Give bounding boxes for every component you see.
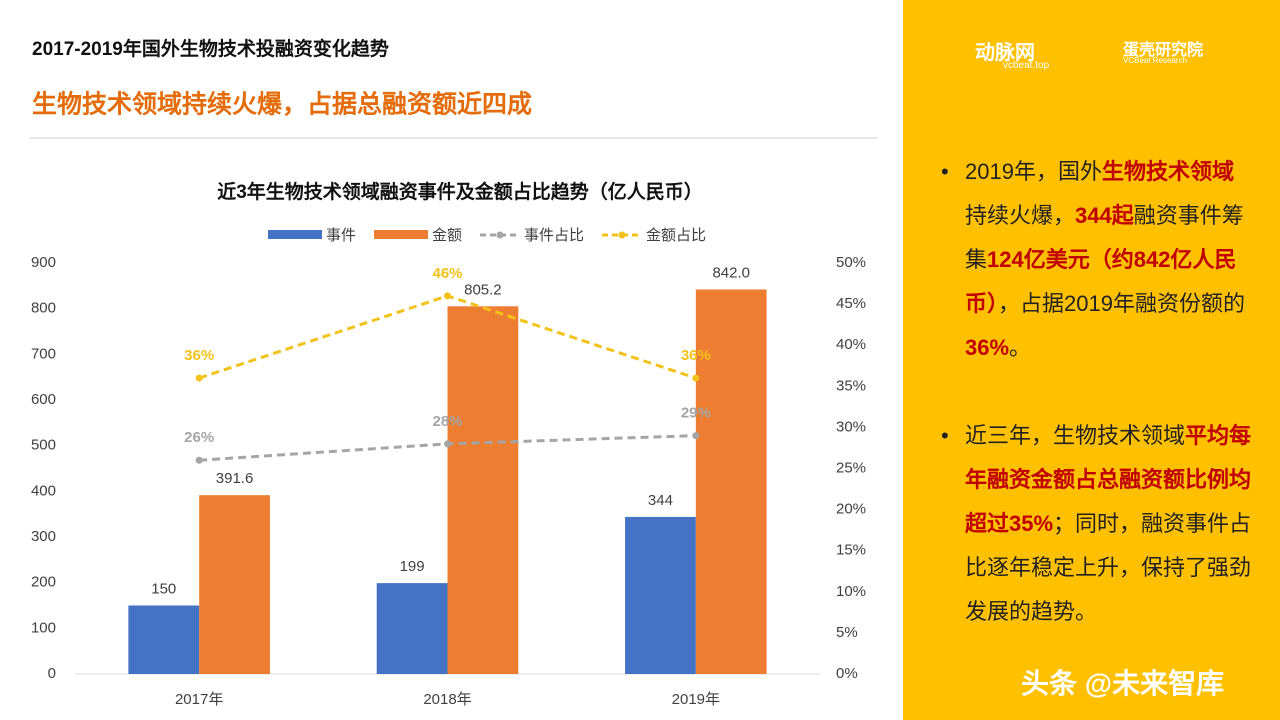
chart-title: 近3年生物技术领域融资事件及金额占比趋势（亿人民币） <box>217 180 703 203</box>
bullet-text: 生物技术领域 <box>1101 159 1234 184</box>
y2-tick-label: 0% <box>836 665 858 682</box>
slide-subtitle: 生物技术领域持续火爆，占据总融资额近四成 <box>32 90 532 119</box>
bullet-text: 持续火爆， <box>965 203 1076 228</box>
y2-tick-label: 50% <box>836 254 866 271</box>
y-tick-label: 800 <box>31 300 56 317</box>
data-label: 344 <box>648 492 673 509</box>
legend-label: 金额 <box>432 227 462 244</box>
legend-label: 金额占比 <box>646 227 706 244</box>
data-label: 36% <box>184 347 214 364</box>
slide-title: 2017-2019年国外生物技术投融资变化趋势 <box>32 37 389 60</box>
y-tick-label: 600 <box>31 391 56 408</box>
x-tick-label: 2019年 <box>672 691 720 708</box>
bullet-text: 平均每年融资金额占总融资额比例均超过35% <box>965 423 1252 536</box>
bullet-list: 2019年，国外生物技术领域持续火爆，344起融资事件筹集124亿美元（约842… <box>941 150 1255 678</box>
bullet: 2019年，国外生物技术领域持续火爆，344起融资事件筹集124亿美元（约842… <box>941 150 1255 370</box>
bullet-text: ；同时，融资事件占比逐年稳定上升，保持了强劲发展的趋势。 <box>965 511 1252 624</box>
legend-swatch <box>374 230 428 239</box>
bullet-text: 344起 <box>1075 203 1134 228</box>
bar <box>199 495 270 674</box>
y-tick-label: 200 <box>31 574 56 591</box>
y2-tick-label: 40% <box>836 336 866 353</box>
bullet: 近三年，生物技术领域平均每年融资金额占总融资额比例均超过35%；同时，融资事件占… <box>941 414 1255 634</box>
bullet-text: 36% <box>965 335 1010 360</box>
legend-label: 事件 <box>326 227 356 244</box>
y-tick-label: 900 <box>31 254 56 271</box>
y-tick-label: 400 <box>31 482 56 499</box>
bar <box>695 289 767 674</box>
legend-swatch <box>268 230 322 239</box>
data-label: 199 <box>400 558 425 575</box>
y2-tick-label: 10% <box>836 583 866 600</box>
bullet-text: 。 <box>1009 335 1032 360</box>
sidebar: 动脉网 vcbeat.top 蛋壳研究院 VCBeat Research 201… <box>903 0 1280 720</box>
logo-research: 蛋壳研究院 <box>1123 42 1204 59</box>
logo-research-en: VCBeat Research <box>1123 56 1188 65</box>
y-tick-label: 100 <box>31 619 56 636</box>
bullet-text: 2019年，国外 <box>965 159 1102 184</box>
chart: 2017-2019年国外生物技术投融资变化趋势 生物技术领域持续火爆，占据总融资… <box>30 37 878 708</box>
data-label: 150 <box>151 580 176 597</box>
data-label: 46% <box>432 265 462 282</box>
y2-tick-label: 30% <box>836 418 866 435</box>
x-tick-label: 2017年 <box>175 691 223 708</box>
legend-label: 事件占比 <box>524 227 584 244</box>
bullet-text: 近三年，生物技术领域 <box>965 423 1186 448</box>
x-tick-label: 2018年 <box>423 691 471 708</box>
logo-url: vcbeat.top <box>1003 60 1050 71</box>
line-marker <box>195 374 203 382</box>
y2-tick-label: 20% <box>836 501 866 518</box>
bar <box>625 516 696 674</box>
line-marker <box>692 432 700 440</box>
bullet-text: ，占据2019年融资份额的 <box>998 291 1245 316</box>
line-marker <box>444 292 451 300</box>
y2-tick-label: 5% <box>836 624 858 641</box>
bullet-text: 124亿美元（约842亿人民币） <box>965 247 1237 316</box>
line-marker <box>444 440 451 448</box>
y2-tick-label: 25% <box>836 459 866 476</box>
line-marker <box>692 374 700 382</box>
y-tick-label: 300 <box>31 528 56 545</box>
y2-tick-label: 35% <box>836 377 866 394</box>
data-label: 842.0 <box>712 264 750 281</box>
data-label: 36% <box>681 347 711 364</box>
bullet-text: 融资事件筹集 <box>965 203 1244 272</box>
bar <box>376 583 448 674</box>
y-tick-label: 500 <box>31 437 56 454</box>
bar <box>128 605 200 674</box>
y-tick-label: 700 <box>31 345 56 362</box>
y-tick-label: 0 <box>48 665 56 682</box>
legend-marker <box>618 231 626 239</box>
data-label: 26% <box>184 429 214 446</box>
data-label: 28% <box>432 413 462 430</box>
y2-tick-label: 15% <box>836 542 866 559</box>
y2-tick-label: 45% <box>836 295 866 312</box>
data-label: 805.2 <box>464 281 502 298</box>
bar <box>447 306 519 674</box>
legend-marker <box>496 231 504 239</box>
data-label: 29% <box>681 405 711 422</box>
line-marker <box>195 456 203 464</box>
data-label: 391.6 <box>216 470 254 487</box>
logo-brand: 动脉网 <box>975 42 1035 64</box>
watermark: 头条 @未来智库 <box>1021 668 1225 699</box>
